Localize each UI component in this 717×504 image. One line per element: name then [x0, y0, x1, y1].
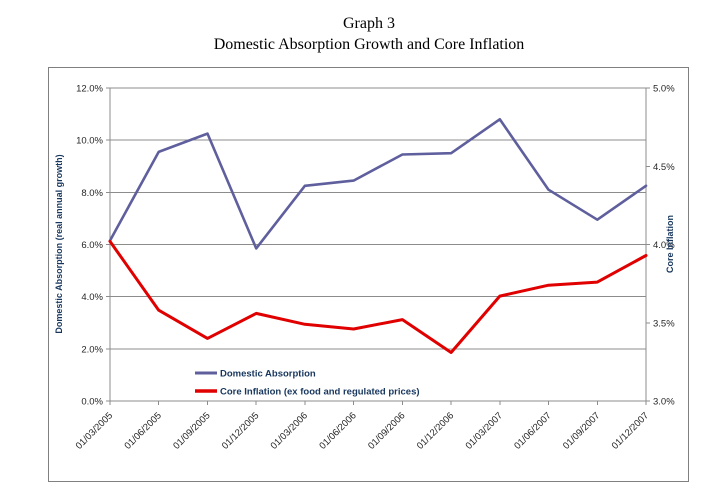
chart-title-line2: Domestic Absorption Growth and Core Infl…	[213, 36, 525, 54]
series-line-domestic-absorption	[108, 117, 648, 250]
y-axis-label-left: 6.0%	[81, 240, 103, 251]
y-axis-title-left: Domestic Absorption (real annual growth)	[54, 154, 64, 333]
x-axis-label: 01/03/2006	[269, 410, 310, 451]
x-axis-label: 01/12/2006	[415, 410, 456, 451]
x-axis-label: 01/03/2007	[464, 410, 505, 451]
y-axis-label-left: 4.0%	[81, 292, 103, 303]
chart-title: Graph 3 Domestic Absorption Growth and C…	[48, 13, 690, 55]
y-axis-label-right: 3.0%	[653, 397, 675, 408]
y-axis-label-right: 3.5%	[653, 318, 675, 329]
y-axis-label-left: 12.0%	[76, 84, 103, 95]
y-axis-title-right: Core Inflation	[665, 215, 675, 273]
x-axis-label: 01/09/2005	[171, 410, 212, 451]
x-axis-label: 01/06/2005	[122, 410, 163, 451]
y-axis-label-right: 4.5%	[653, 162, 675, 173]
y-axis-label-left: 0.0%	[81, 397, 103, 408]
series-line-core-inflation-ex-food-and-regulated-prices	[108, 239, 648, 354]
chart-frame: 12.0% 10.0% 8.0% 6.0% 4.0% 2.0% 0.0% 5.0% 4.5% 4.…	[48, 67, 689, 482]
y-axis-label-left: 10.0%	[76, 136, 103, 147]
x-axis-label: 01/09/2007	[561, 410, 602, 451]
x-axis-label: 01/09/2006	[366, 410, 407, 451]
y-axis-label-right: 5.0%	[653, 84, 675, 95]
x-axis-label: 01/06/2007	[512, 410, 553, 451]
y-axis-label-left: 2.0%	[81, 344, 103, 355]
chart-svg: 12.0% 10.0% 8.0% 6.0% 4.0% 2.0% 0.0% 5.0% 4.5% 4.…	[54, 84, 675, 452]
chart-title-line1: Graph 3	[343, 15, 395, 32]
y-axis-label-right: 4.0%	[653, 240, 675, 251]
x-axis-label: 01/06/2006	[317, 410, 358, 451]
x-axis-label: 01/12/2007	[610, 410, 651, 451]
x-axis-label: 01/03/2005	[74, 410, 115, 451]
x-axis-label: 01/12/2005	[220, 410, 261, 451]
y-axis-label-left: 8.0%	[81, 188, 103, 199]
legend-label: Domestic Absorption	[220, 369, 316, 380]
legend-label: Core Inflation (ex food and regulated pr…	[220, 387, 420, 398]
